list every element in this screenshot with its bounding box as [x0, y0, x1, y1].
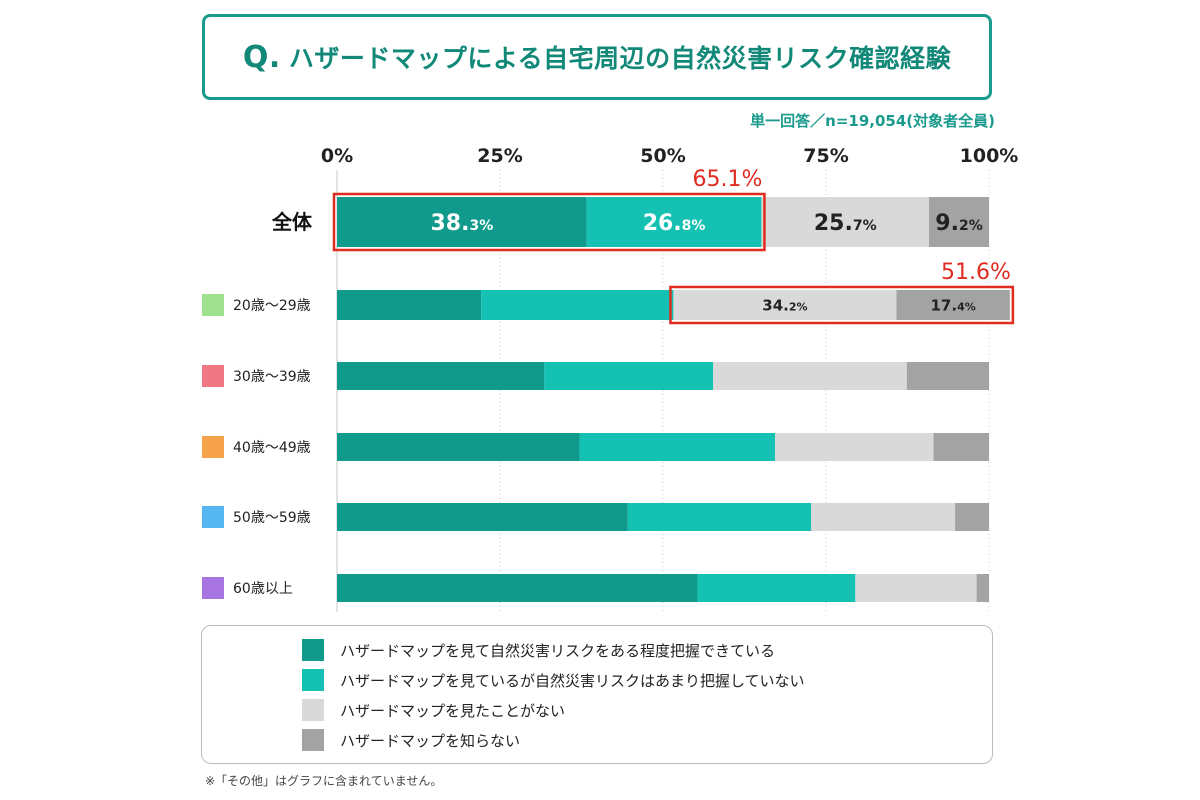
bar-segment: [481, 290, 674, 320]
data-label: 34.2%: [762, 296, 807, 314]
bar-segment: [811, 503, 956, 531]
age-color-swatch: [202, 577, 224, 599]
question-mark-label: Q.: [242, 39, 281, 75]
category-label: 30歳〜39歳: [233, 369, 311, 385]
legend-item-1: ハザードマップを見て自然災害リスクをある程度把握できている: [302, 638, 775, 662]
legend-item-4: ハザードマップを知らない: [302, 728, 520, 752]
bar-segment: [337, 433, 580, 461]
highlight-total-label: 65.1%: [693, 167, 763, 192]
bar-segment: [906, 362, 989, 390]
bar-segment: [586, 197, 762, 247]
x-tick-label: 100%: [960, 145, 1019, 167]
age-color-swatch: [202, 294, 224, 316]
age-color-swatch: [202, 506, 224, 528]
highlight-box: [332, 192, 766, 252]
legend-label-3: ハザードマップを見たことがない: [340, 701, 566, 720]
category-label: 60歳以上: [233, 581, 293, 597]
bar-segment: [697, 574, 856, 602]
data-label: 26.8%: [643, 211, 706, 236]
bar-segment: [337, 197, 587, 247]
bar-segment: [933, 433, 989, 461]
bar-segment: [929, 197, 989, 247]
age-color-swatch: [202, 436, 224, 458]
legend-swatch-3: [302, 699, 324, 721]
category-label: 全体: [271, 210, 313, 234]
bar-segment: [855, 574, 977, 602]
data-label: 17.4%: [931, 296, 976, 314]
footnote: ※「その他」はグラフに含まれていません。: [205, 774, 443, 788]
legend: ハザードマップを見て自然災害リスクをある程度把握できている ハザードマップを見て…: [201, 625, 993, 764]
legend-swatch-2: [302, 669, 324, 691]
legend-swatch-4: [302, 729, 324, 751]
bar-segment: [896, 290, 1010, 320]
legend-label-1: ハザードマップを見て自然災害リスクをある程度把握できている: [340, 641, 776, 660]
question-title-box: Q. ハザードマップによる自宅周辺の自然災害リスク確認経験: [202, 14, 992, 100]
question-title: ハザードマップによる自宅周辺の自然災害リスク確認経験: [288, 44, 952, 73]
sample-size-note: 単一回答／n=19,054(対象者全員): [750, 112, 995, 130]
bar-segment: [976, 574, 989, 602]
bar-segment: [713, 362, 907, 390]
bar-segment: [673, 290, 897, 320]
legend-item-2: ハザードマップを見ているが自然災害リスクはあまり把握していない: [302, 668, 805, 692]
bar-segment: [337, 574, 698, 602]
category-label: 50歳〜59歳: [233, 510, 311, 526]
x-tick-label: 25%: [477, 145, 522, 167]
highlight-box: [669, 285, 1015, 325]
bar-segment: [337, 290, 482, 320]
legend-label-2: ハザードマップを見ているが自然災害リスクはあまり把握していない: [340, 671, 805, 690]
legend-swatch-1: [302, 639, 324, 661]
bar-segment: [955, 503, 989, 531]
age-color-swatch: [202, 365, 224, 387]
bar-segment: [579, 433, 776, 461]
bar-segment: [775, 433, 934, 461]
legend-label-4: ハザードマップを知らない: [340, 731, 521, 750]
data-label: 38.3%: [430, 211, 493, 236]
bar-segment: [337, 503, 628, 531]
bar-segment: [337, 362, 545, 390]
x-tick-label: 75%: [803, 145, 848, 167]
data-label: 9.2%: [935, 211, 982, 236]
legend-item-3: ハザードマップを見たことがない: [302, 698, 565, 722]
bar-segment: [544, 362, 714, 390]
bar-segment: [761, 197, 930, 247]
x-tick-label: 0%: [321, 145, 353, 167]
stacked-bar-chart: 0% 25% 50% 75% 100% 全体 20歳〜29歳 30歳〜39歳 40歳〜49歳 50…: [202, 145, 1019, 612]
highlight-total-label: 51.6%: [941, 260, 1011, 285]
data-label: 25.7%: [814, 211, 877, 236]
x-tick-label: 50%: [640, 145, 685, 167]
bar-segment: [627, 503, 812, 531]
category-label: 40歳〜49歳: [233, 440, 311, 456]
category-label: 20歳〜29歳: [233, 298, 311, 314]
